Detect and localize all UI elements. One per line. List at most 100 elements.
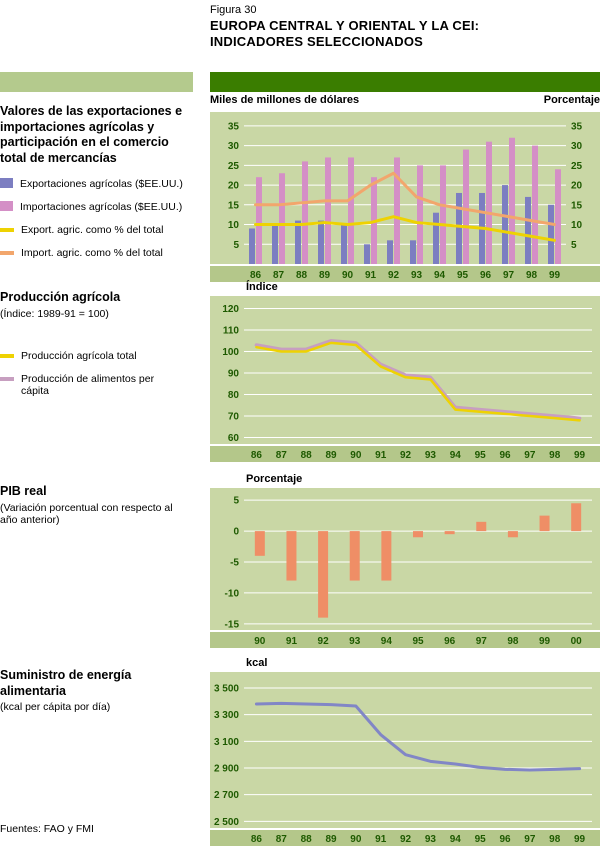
svg-text:3 300: 3 300 — [214, 710, 239, 721]
svg-text:95: 95 — [457, 270, 469, 281]
legend-item: Producción de alimentos per cápita — [0, 373, 170, 397]
legend-item: Import. agric. como % del total — [0, 247, 195, 259]
svg-text:15: 15 — [571, 200, 583, 211]
svg-text:5: 5 — [233, 496, 239, 507]
svg-text:3 500: 3 500 — [214, 684, 239, 695]
production-chart: 60 70 80 90 100 110 120 86 87 88 89 90 91 92 93 94 95 96 9… — [210, 296, 600, 467]
svg-text:92: 92 — [388, 270, 400, 281]
trade-chart-unit-right: Porcentaje — [543, 94, 600, 106]
svg-text:98: 98 — [507, 636, 519, 647]
header-bar-right — [210, 72, 600, 92]
section-energy: Suministro de energía alimentaria (kcal … — [0, 668, 165, 714]
svg-text:92: 92 — [400, 450, 412, 461]
header-bar-left — [0, 72, 193, 92]
svg-text:86: 86 — [251, 450, 263, 461]
legend-item: Export. agric. como % del total — [0, 224, 195, 236]
section-production-title: Producción agrícola — [0, 290, 121, 304]
svg-text:99: 99 — [574, 450, 586, 461]
svg-text:97: 97 — [476, 636, 488, 647]
svg-text:98: 98 — [549, 450, 561, 461]
svg-text:70: 70 — [228, 412, 240, 423]
section-trade-title: Valores de las exportaciones e importaci… — [0, 104, 183, 165]
legend-label: Export. agric. como % del total — [21, 224, 164, 236]
svg-text:90: 90 — [228, 369, 240, 380]
svg-text:88: 88 — [301, 834, 313, 845]
svg-text:25: 25 — [571, 161, 583, 172]
svg-text:90: 90 — [254, 636, 266, 647]
svg-text:91: 91 — [375, 450, 387, 461]
svg-text:97: 97 — [503, 270, 515, 281]
svg-text:10: 10 — [571, 220, 583, 231]
section-energy-subtitle: (kcal per cápita por día) — [0, 701, 111, 713]
svg-text:2 700: 2 700 — [214, 790, 239, 801]
svg-text:80: 80 — [228, 390, 240, 401]
svg-text:95: 95 — [475, 450, 487, 461]
section-production: Producción agrícola (Índice: 1989-91 = 1… — [0, 290, 193, 320]
svg-text:90: 90 — [350, 450, 362, 461]
svg-text:98: 98 — [549, 834, 561, 845]
trade-chart-unit-left: Miles de millones de dólares — [210, 94, 360, 106]
svg-text:96: 96 — [499, 450, 511, 461]
section-gdp-subtitle: (Variación porcentual con respecto al añ… — [0, 501, 173, 527]
svg-text:97: 97 — [524, 450, 536, 461]
svg-text:110: 110 — [223, 325, 240, 336]
svg-text:98: 98 — [526, 270, 538, 281]
svg-text:-10: -10 — [225, 588, 240, 599]
production-legend: Producción agrícola total Producción de … — [0, 350, 170, 408]
svg-text:92: 92 — [400, 834, 412, 845]
svg-text:96: 96 — [499, 834, 511, 845]
legend-label: Importaciones agrícolas ($EE.UU.) — [20, 201, 183, 213]
trade-chart: 5 5 10 10 15 15 20 20 25 25 30 30 35 35 86 87 88 89 90 91 92… — [210, 112, 600, 287]
svg-text:20: 20 — [571, 181, 583, 192]
gdp-chart: 5 0 -5 -10 -15 90 91 92 93 94 95 96 97 98 99 00 — [210, 488, 600, 653]
svg-text:30: 30 — [571, 141, 583, 152]
export-pct-swatch-icon — [0, 228, 14, 232]
svg-text:3 100: 3 100 — [214, 737, 239, 748]
trade-chart-unit-row: Miles de millones de dólares Porcentaje — [210, 94, 600, 106]
figure-title-line2: INDICADORES SELECCIONADOS — [210, 34, 424, 49]
legend-item: Producción agrícola total — [0, 350, 170, 362]
svg-text:92: 92 — [318, 636, 330, 647]
production-total-swatch-icon — [0, 354, 14, 358]
svg-text:91: 91 — [286, 636, 298, 647]
food-per-capita-swatch-icon — [0, 377, 14, 381]
svg-text:87: 87 — [276, 450, 288, 461]
svg-text:88: 88 — [296, 270, 308, 281]
section-energy-title: Suministro de energía alimentaria — [0, 668, 132, 698]
import-pct-swatch-icon — [0, 251, 14, 255]
svg-text:10: 10 — [228, 220, 240, 231]
svg-text:93: 93 — [425, 834, 437, 845]
imports-swatch-icon — [0, 201, 13, 211]
svg-text:60: 60 — [228, 433, 240, 444]
svg-text:94: 94 — [450, 450, 462, 461]
legend-label: Import. agric. como % del total — [21, 247, 163, 259]
svg-text:90: 90 — [342, 270, 354, 281]
svg-text:00: 00 — [571, 636, 583, 647]
svg-text:94: 94 — [434, 270, 446, 281]
svg-text:90: 90 — [350, 834, 362, 845]
svg-text:91: 91 — [375, 834, 387, 845]
svg-text:-15: -15 — [225, 619, 240, 630]
svg-text:97: 97 — [524, 834, 536, 845]
legend-item: Exportaciones agrícolas ($EE.UU.) — [0, 178, 195, 190]
svg-text:86: 86 — [250, 270, 262, 281]
section-production-subtitle: (Índice: 1989-91 = 100) — [0, 307, 109, 320]
legend-item: Importaciones agrícolas ($EE.UU.) — [0, 201, 195, 213]
svg-text:95: 95 — [475, 834, 487, 845]
sources-note: Fuentes: FAO y FMI — [0, 823, 94, 835]
svg-text:89: 89 — [319, 270, 331, 281]
svg-text:89: 89 — [325, 834, 337, 845]
svg-text:96: 96 — [480, 270, 492, 281]
svg-text:30: 30 — [228, 141, 240, 152]
svg-text:93: 93 — [411, 270, 423, 281]
svg-text:93: 93 — [425, 450, 437, 461]
svg-text:94: 94 — [381, 636, 393, 647]
energy-chart: 2 500 2 700 2 900 3 100 3 300 3 500 86 87 88 89 90… — [210, 672, 600, 849]
svg-text:25: 25 — [228, 161, 240, 172]
svg-text:95: 95 — [412, 636, 424, 647]
svg-text:89: 89 — [325, 450, 337, 461]
svg-text:99: 99 — [574, 834, 586, 845]
svg-text:35: 35 — [571, 121, 583, 132]
svg-text:86: 86 — [251, 834, 263, 845]
svg-text:94: 94 — [450, 834, 462, 845]
